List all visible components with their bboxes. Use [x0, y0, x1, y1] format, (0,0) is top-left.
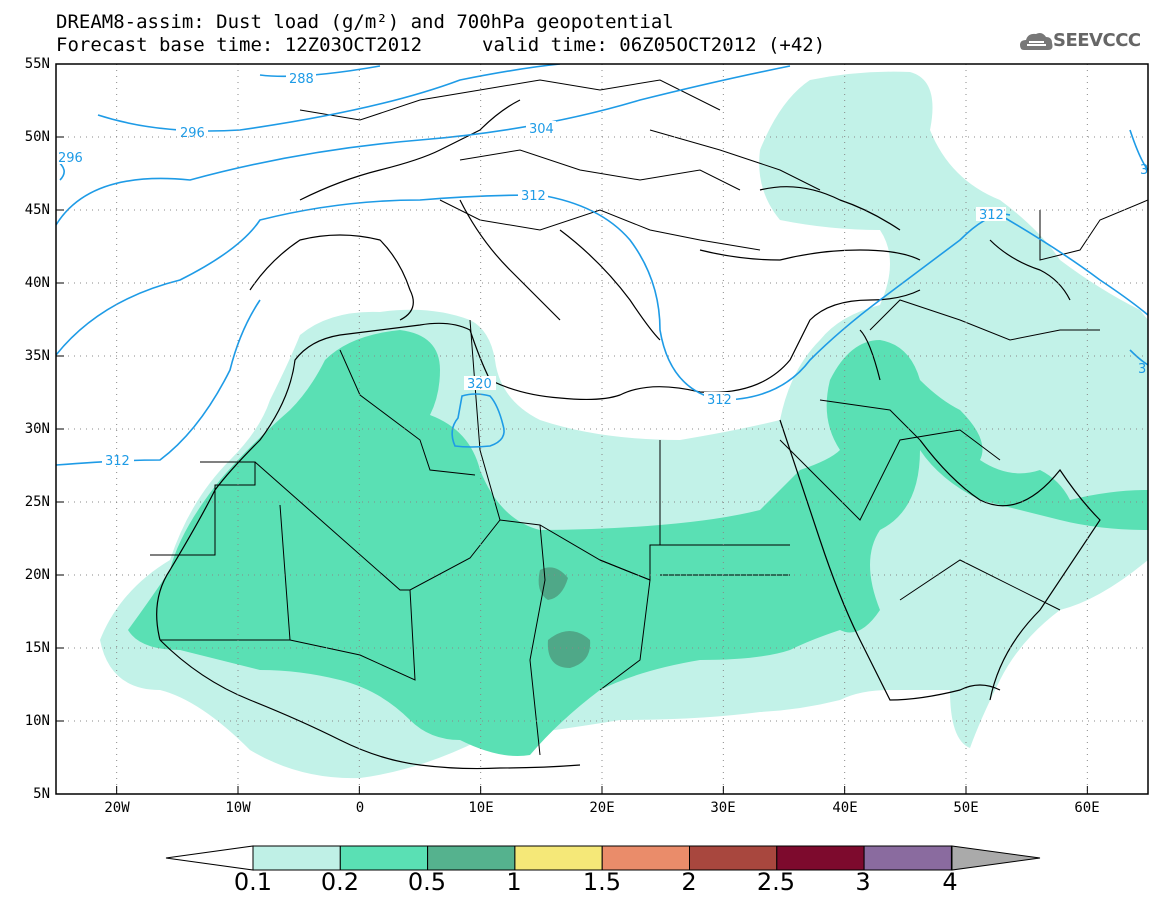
colorbar-tick: 0.5	[407, 868, 447, 896]
colorbar-tick: 1.5	[582, 868, 622, 896]
colorbar-tick: 0.1	[233, 868, 273, 896]
lat-label: 10N	[24, 713, 50, 729]
dust-region-heavy-2	[547, 631, 591, 668]
lon-label: 30E	[710, 800, 736, 816]
valid-time: valid time: 06Z05OCT2012 (+42)	[482, 34, 826, 56]
contour-296-north	[97, 64, 561, 132]
coastlines	[156, 99, 1101, 770]
contour-label: 3	[1140, 163, 1148, 178]
lat-label: 40N	[24, 275, 50, 291]
cloud-icon	[1020, 33, 1053, 50]
contour-east-edge	[1129, 129, 1148, 171]
lat-label: 45N	[24, 202, 50, 218]
lat-label: 15N	[24, 640, 50, 656]
contour-label: 304	[529, 122, 554, 137]
lon-label: 10W	[225, 800, 251, 816]
contour-label: 312	[707, 393, 732, 408]
logo-text: SEEVCCC	[1053, 30, 1141, 51]
dust-region-medium	[128, 330, 1148, 756]
contour-label: 312	[979, 208, 1004, 223]
lat-lon-grid	[56, 64, 1148, 794]
lat-label: 5N	[33, 786, 50, 802]
contour-312-main	[56, 194, 1011, 401]
lon-label: 0	[355, 800, 365, 816]
lat-label: 25N	[24, 494, 50, 510]
map-body: 288 296 296 304 312 312 312 312 320 3 3	[56, 64, 1148, 794]
contour-label: 320	[467, 377, 492, 392]
contour-label: 288	[289, 72, 314, 87]
lon-label: 50E	[953, 800, 979, 816]
lon-label: 60E	[1074, 800, 1100, 816]
colorbar-tick: 1	[506, 868, 522, 896]
lon-label: 20E	[589, 800, 615, 816]
contour-east-edge-2	[1129, 349, 1148, 366]
contour-label: 296	[58, 151, 83, 166]
colorbar-tick: 3	[855, 868, 871, 896]
contour-label: 312	[105, 454, 130, 469]
lon-label: 40E	[832, 800, 858, 816]
lat-label: 30N	[24, 421, 50, 437]
country-borders	[150, 79, 1148, 756]
contour-label: 296	[180, 126, 205, 141]
lat-label: 20N	[24, 567, 50, 583]
contour-320	[451, 393, 505, 448]
lon-label: 20W	[104, 800, 130, 816]
colorbar-tick: 2.5	[756, 868, 796, 896]
lat-label: 35N	[24, 348, 50, 364]
contour-label: 3	[1138, 362, 1146, 377]
forecast-base-time: Forecast base time: 12Z03OCT2012	[56, 34, 423, 56]
colorbar-tick: 0.2	[320, 868, 360, 896]
lon-label: 10E	[468, 800, 494, 816]
lat-label: 55N	[24, 56, 50, 72]
map-title: DREAM8-assim: Dust load (g/m²) and 700hP…	[56, 11, 674, 33]
contour-304	[56, 65, 791, 226]
contour-312-east	[999, 214, 1148, 316]
contour-label: 312	[521, 189, 546, 204]
colorbar-tick: 2	[681, 868, 697, 896]
lat-label: 50N	[24, 129, 50, 145]
axis-ticks	[56, 136, 1088, 794]
colorbar-tick: 4	[942, 868, 958, 896]
